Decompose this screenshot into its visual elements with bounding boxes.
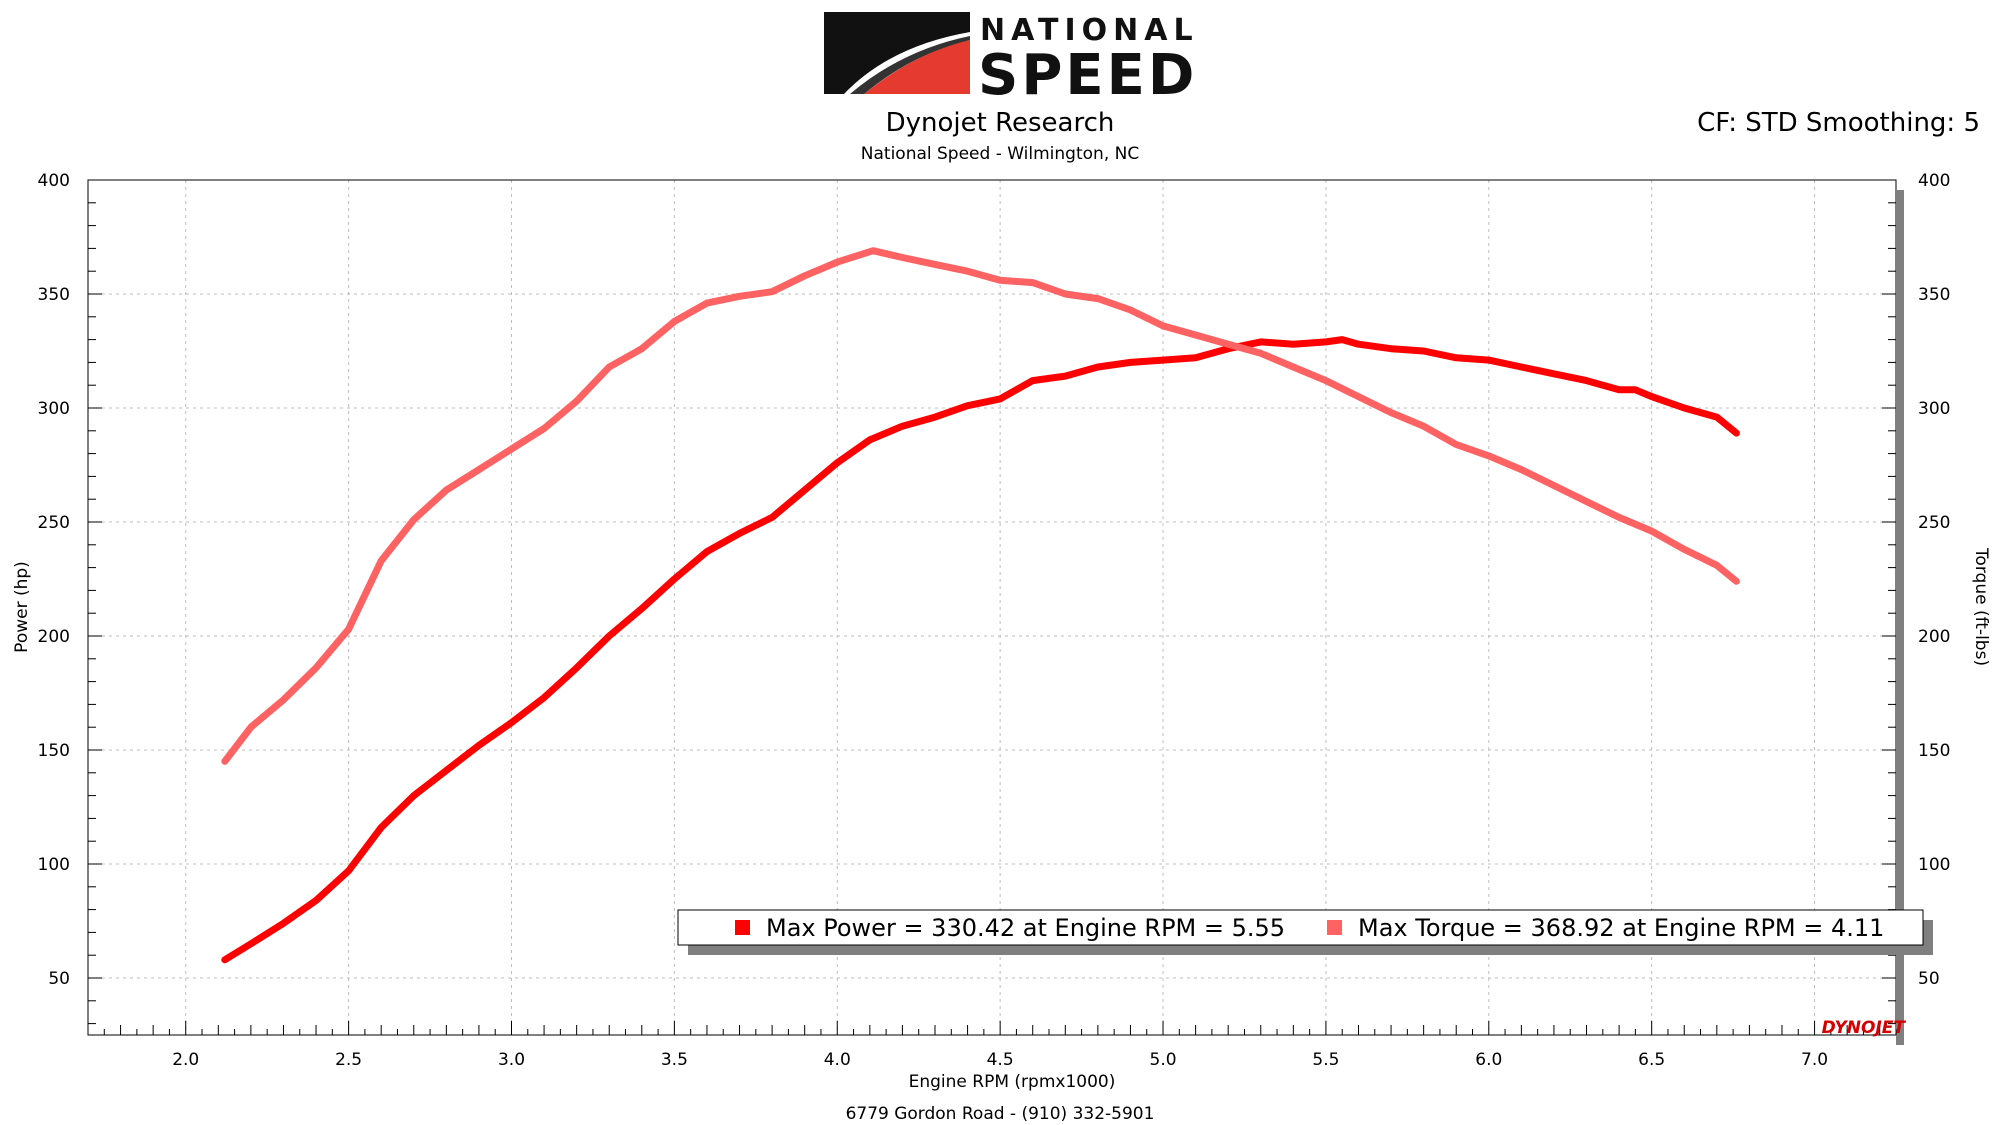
y-tick-label-right: 350 xyxy=(1918,285,1950,305)
legend-entry-power: Max Power = 330.42 at Engine RPM = 5.55 xyxy=(766,914,1285,942)
x-tick-label: 7.0 xyxy=(1801,1050,1828,1070)
y-tick-label-left: 150 xyxy=(38,741,70,761)
logo-stripe-red xyxy=(864,40,970,94)
power-curve xyxy=(221,336,1740,964)
logo-top-text: NATIONAL xyxy=(980,13,1199,48)
x-tick-label: 6.5 xyxy=(1638,1050,1665,1070)
torque-curve xyxy=(221,247,1740,765)
x-tick-label: 6.0 xyxy=(1475,1050,1502,1070)
y-tick-label-right: 200 xyxy=(1918,627,1950,647)
legend-box: Max Power = 330.42 at Engine RPM = 5.55 … xyxy=(677,909,1933,955)
legend-entry-torque: Max Torque = 368.92 at Engine RPM = 4.11 xyxy=(1358,914,1884,942)
x-tick-label: 4.5 xyxy=(987,1050,1014,1070)
logo-stripe-black xyxy=(824,12,970,94)
y-tick-label-right: 50 xyxy=(1918,969,1940,989)
y-tick-label-right: 400 xyxy=(1918,171,1950,191)
data-series xyxy=(221,247,1740,964)
x-tick-label: 5.0 xyxy=(1150,1050,1177,1070)
legend-swatch-power xyxy=(735,920,750,935)
y-tick-label-right: 250 xyxy=(1918,513,1950,533)
y-axis-label-left: Power (hp) xyxy=(12,561,32,653)
x-tick-label: 2.5 xyxy=(335,1050,362,1070)
x-tick-label: 4.0 xyxy=(824,1050,851,1070)
legend-frame xyxy=(677,909,1924,946)
footer-address: 6779 Gordon Road - (910) 332-5901 xyxy=(845,1104,1155,1124)
y-tick-label-right: 300 xyxy=(1918,399,1950,419)
x-tick-label: 3.5 xyxy=(661,1050,688,1070)
y-tick-label-left: 250 xyxy=(38,513,70,533)
x-axis-label: Engine RPM (rpmx1000) xyxy=(909,1072,1116,1092)
x-tick-label: 5.5 xyxy=(1312,1050,1339,1070)
logo-bottom-text: SPEED xyxy=(978,43,1197,98)
logo-stripe-dark xyxy=(850,36,970,94)
x-tick-label: 2.0 xyxy=(172,1050,199,1070)
dynojet-watermark: DYNOJET xyxy=(1822,1018,1907,1038)
y-tick-label-left: 400 xyxy=(38,171,70,191)
national-speed-logo: NATIONAL SPEED xyxy=(824,12,1199,98)
y-tick-label-right: 150 xyxy=(1918,741,1950,761)
y-tick-label-left: 200 xyxy=(38,627,70,647)
tick-labels: 2.0 2.5 3.0 3.5 4.0 4.5 5.0 5.5 6.0 6.5 7.0 50 50 100… xyxy=(38,171,1951,1070)
chart-subtitle: National Speed - Wilmington, NC xyxy=(860,144,1140,164)
y-tick-label-left: 100 xyxy=(38,855,70,875)
correction-factor-label: CF: STD Smoothing: 5 xyxy=(1697,108,1980,138)
axis-ticks xyxy=(87,179,1897,1035)
y-tick-label-left: 50 xyxy=(48,969,70,989)
legend-swatch-torque xyxy=(1327,920,1342,935)
right-axis-shadow xyxy=(1896,190,1904,1045)
x-tick-label: 3.0 xyxy=(498,1050,525,1070)
y-tick-label-left: 350 xyxy=(38,285,70,305)
y-tick-label-right: 100 xyxy=(1918,855,1950,875)
chart-title: Dynojet Research xyxy=(885,108,1115,138)
y-axis-label-right: Torque (ft-lbs) xyxy=(1971,547,1991,666)
y-tick-label-left: 300 xyxy=(38,399,70,419)
